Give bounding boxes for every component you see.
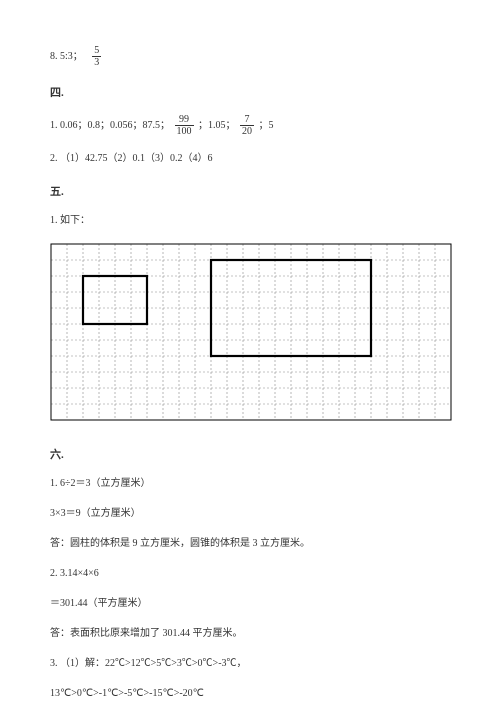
fraction: 7 20 (240, 114, 254, 137)
fraction-denominator: 20 (240, 126, 254, 137)
section-5-line-1: 1. 如下： (50, 213, 450, 229)
item-8: 8. 5:3； 5 3 (50, 45, 450, 68)
section-6-line: ＝301.44（平方厘米） (50, 596, 450, 612)
row-1-part-c: ；5 (259, 120, 274, 131)
fraction-denominator: 100 (175, 126, 194, 137)
section-5-header: 五. (50, 183, 450, 199)
fraction-numerator: 5 (92, 45, 101, 57)
row-1-part-a: 1. 0.06；0.8；0.056；87.5； (50, 120, 170, 131)
section-6-line: 13℃>0℃>-1℃>-5℃>-15℃>-20℃ (50, 686, 450, 702)
fraction: 99 100 (175, 114, 194, 137)
fraction-denominator: 3 (92, 57, 101, 68)
section-6-line: 2. 3.14×4×6 (50, 566, 450, 582)
section-4-header: 四. (50, 84, 450, 100)
fraction: 5 3 (92, 45, 101, 68)
grid-svg (50, 243, 452, 421)
item-8-text: 8. 5:3； (50, 51, 83, 62)
row-1-part-b: ；1.05； (198, 120, 236, 131)
section-6-line: 3×3＝9（立方厘米） (50, 506, 450, 522)
fraction-numerator: 7 (240, 114, 254, 126)
section-6-line: 答：表面积比原来增加了 301.44 平方厘米。 (50, 626, 450, 642)
grid-figure (50, 243, 450, 421)
section-6-line: 答：圆柱的体积是 9 立方厘米，圆锥的体积是 3 立方厘米。 (50, 536, 450, 552)
fraction-numerator: 99 (175, 114, 194, 126)
section-6-line: 1. 6÷2＝3（立方厘米） (50, 476, 450, 492)
section-4-row-2: 2. （1）42.75（2）0.1（3）0.2（4）6 (50, 151, 450, 167)
section-4-row-1: 1. 0.06；0.8；0.056；87.5； 99 100 ；1.05； 7 … (50, 114, 450, 137)
section-6-line: 3. （1）解：22℃>12℃>5℃>3℃>0℃>-3℃， (50, 656, 450, 672)
section-6-header: 六. (50, 446, 450, 462)
